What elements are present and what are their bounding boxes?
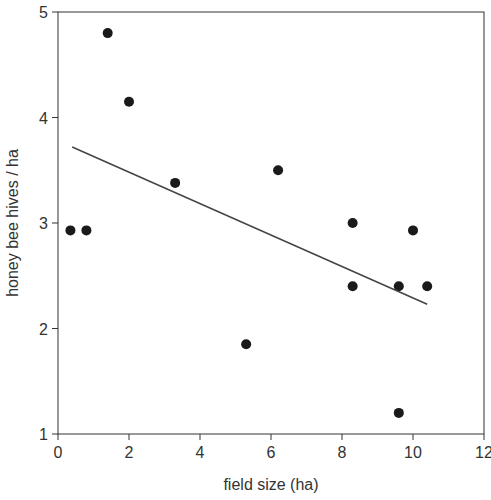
plot-frame	[58, 12, 484, 434]
y-tick	[52, 223, 58, 224]
point	[170, 178, 180, 188]
x-tick-label: 12	[475, 444, 491, 461]
x-tick-label: 8	[338, 444, 347, 461]
trend-line	[72, 147, 427, 304]
x-tick	[200, 434, 201, 440]
x-tick	[484, 434, 485, 440]
x-tick-label: 0	[54, 444, 63, 461]
x-tick	[413, 434, 414, 440]
y-tick	[52, 434, 58, 435]
y-tick-label: 1	[39, 426, 48, 443]
point	[65, 225, 75, 235]
y-tick-label: 5	[39, 4, 48, 21]
plot-area	[65, 28, 432, 418]
chart: 02468101212345field size (ha)honey bee h…	[0, 0, 491, 500]
point	[422, 281, 432, 291]
x-tick	[342, 434, 343, 440]
x-tick	[271, 434, 272, 440]
y-tick	[52, 12, 58, 13]
y-tick	[52, 328, 58, 329]
y-axis-label: honey bee hives / ha	[4, 149, 21, 297]
x-tick	[58, 434, 59, 440]
point	[348, 281, 358, 291]
point	[103, 28, 113, 38]
y-tick-label: 4	[39, 110, 48, 127]
y-tick-label: 3	[39, 215, 48, 232]
point	[81, 225, 91, 235]
y-tick	[52, 117, 58, 118]
x-axis-label: field size (ha)	[223, 476, 318, 493]
point	[394, 408, 404, 418]
point	[124, 97, 134, 107]
point	[348, 218, 358, 228]
x-tick-label: 4	[196, 444, 205, 461]
x-tick-label: 6	[267, 444, 276, 461]
point	[408, 225, 418, 235]
x-tick-label: 10	[404, 444, 422, 461]
y-tick-label: 2	[39, 321, 48, 338]
x-tick	[129, 434, 130, 440]
point	[241, 339, 251, 349]
x-tick-label: 2	[125, 444, 134, 461]
point	[273, 165, 283, 175]
